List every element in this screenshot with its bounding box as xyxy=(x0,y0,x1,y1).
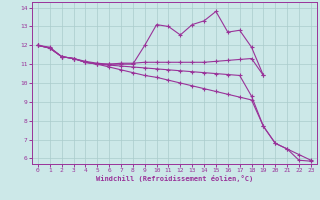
X-axis label: Windchill (Refroidissement éolien,°C): Windchill (Refroidissement éolien,°C) xyxy=(96,175,253,182)
